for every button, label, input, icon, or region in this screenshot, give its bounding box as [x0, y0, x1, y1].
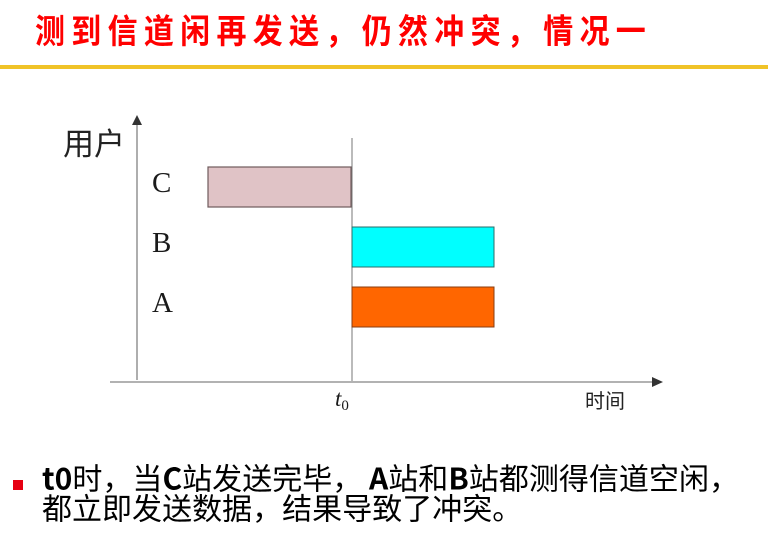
svg-text:时间: 时间: [585, 385, 625, 414]
svg-text:B: B: [152, 227, 171, 259]
svg-text:t0: t0: [335, 386, 349, 414]
svg-text:用户: 用户: [63, 119, 125, 164]
svg-text:A: A: [152, 287, 173, 319]
svg-text:C: C: [152, 167, 171, 199]
